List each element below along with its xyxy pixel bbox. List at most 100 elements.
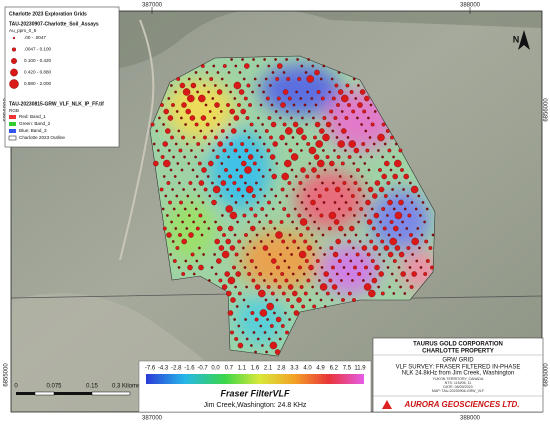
sample-point — [221, 250, 230, 259]
sample-point — [207, 142, 211, 146]
soil-samples — [150, 58, 435, 355]
sample-point — [329, 109, 334, 114]
sample-point — [296, 194, 300, 198]
sample-point — [268, 168, 272, 172]
sample-point — [266, 233, 270, 237]
sample-point — [236, 187, 241, 192]
sample-point — [259, 103, 263, 107]
sample-point — [398, 199, 404, 206]
sample-point — [323, 168, 327, 172]
sample-point — [314, 69, 320, 76]
sample-point — [383, 194, 388, 198]
sample-point — [383, 142, 387, 146]
sample-point — [210, 129, 214, 133]
station: NLK 24.8kHz from Jim Creek, Washington — [402, 371, 514, 377]
sample-point — [394, 211, 403, 220]
sample-point — [208, 110, 212, 113]
sample-point — [377, 149, 380, 152]
sample-point — [381, 155, 384, 159]
sample-point — [244, 166, 252, 174]
sample-point — [365, 199, 371, 206]
sample-point — [229, 108, 235, 115]
sample-point — [322, 64, 326, 68]
sample-point — [206, 175, 210, 178]
sample-point — [212, 185, 221, 194]
sample-point — [319, 298, 323, 302]
sample-point — [207, 90, 210, 94]
sample-point — [254, 317, 259, 322]
sample-point — [331, 96, 336, 101]
sample-point — [298, 250, 307, 259]
sample-point — [372, 193, 378, 199]
company: TAURUS GOLD CORPORATION — [413, 342, 503, 348]
sample-point — [383, 245, 390, 251]
legend-layer: TAU-20230815-GRW_VLF_NLK_IP_FF.tif — [9, 101, 104, 107]
colorbar-label: 4.0 — [303, 366, 312, 372]
sample-point — [428, 246, 433, 250]
sample-point — [279, 253, 282, 256]
sample-point — [171, 103, 175, 107]
sample-point — [346, 272, 350, 276]
coord-label: 388000 — [460, 3, 481, 9]
sample-point — [290, 253, 293, 256]
sample-point — [214, 84, 217, 87]
colorbar-label: 1.6 — [251, 366, 260, 372]
sample-point — [308, 146, 317, 155]
sample-point — [303, 188, 306, 191]
sample-point — [406, 194, 410, 198]
sample-point — [261, 123, 264, 126]
sample-point — [353, 265, 357, 270]
north-label: N — [513, 34, 520, 44]
sample-point — [175, 110, 179, 113]
sample-point — [251, 90, 254, 94]
sample-point — [181, 272, 186, 276]
sample-point — [349, 225, 355, 232]
sample-point — [351, 109, 356, 114]
coord-label: 6855000 — [4, 363, 10, 387]
sample-point — [415, 259, 419, 263]
sample-point — [257, 116, 260, 120]
sample-point — [218, 278, 223, 283]
sample-point — [242, 77, 246, 81]
sample-point — [314, 103, 318, 107]
sample-point — [386, 266, 390, 269]
colorbar-labels: -7.6 -4.3 -2.8 -1.6 -0.7 0.0 0.7 1.1 1.6 2.1 2.8 3.… — [145, 366, 366, 372]
sample-point — [374, 180, 381, 186]
sample-point — [262, 227, 266, 230]
sample-point — [251, 142, 255, 146]
sample-point — [390, 272, 394, 276]
sample-point — [190, 252, 195, 257]
sample-point — [284, 311, 287, 315]
sample-point — [273, 278, 278, 283]
sample-point — [205, 122, 210, 127]
sample-point — [312, 304, 317, 309]
sample-point — [282, 122, 287, 127]
sample-point — [230, 330, 234, 335]
sample-point — [187, 264, 193, 271]
sample-point — [400, 168, 404, 172]
sample-point — [293, 207, 297, 211]
sample-point — [425, 259, 430, 263]
sample-point — [371, 277, 378, 284]
sample-point — [328, 211, 337, 220]
sample-point — [303, 239, 308, 244]
sample-point — [198, 246, 201, 250]
sample-point — [352, 162, 356, 165]
sample-point — [312, 253, 315, 256]
sample-point — [158, 116, 161, 120]
sample-point — [208, 279, 211, 282]
sample-point — [246, 305, 250, 308]
sample-point — [341, 298, 345, 302]
sample-point — [235, 305, 239, 308]
sample-point — [204, 103, 208, 107]
legend-class: 0.880 - 2.000 — [24, 81, 52, 86]
sample-point — [323, 271, 329, 277]
sample-point — [352, 246, 355, 250]
sample-point — [188, 214, 191, 217]
sample-point — [317, 194, 322, 198]
sample-point — [181, 220, 184, 224]
sample-point — [357, 102, 363, 108]
sample-point — [182, 188, 185, 191]
sample-point — [248, 103, 252, 107]
